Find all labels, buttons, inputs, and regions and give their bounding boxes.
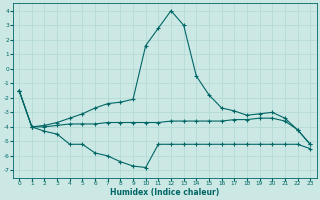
X-axis label: Humidex (Indice chaleur): Humidex (Indice chaleur) [110, 188, 219, 197]
